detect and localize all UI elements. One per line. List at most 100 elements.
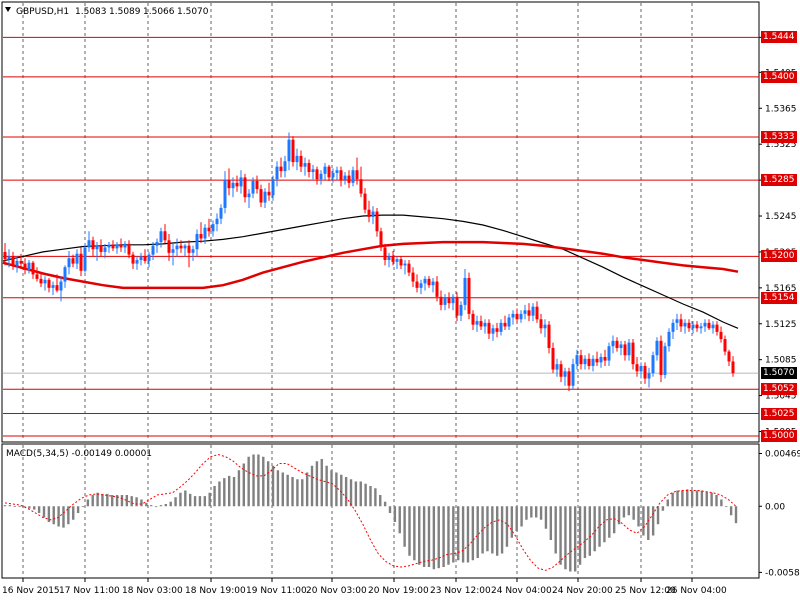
- candle-body: [323, 166, 327, 174]
- level-price-label: 1.5444: [761, 31, 797, 44]
- candle-bullish: [591, 355, 595, 372]
- candle-bearish: [187, 240, 191, 268]
- candle-bullish: [251, 177, 255, 199]
- candle-body: [647, 373, 651, 379]
- candle-bearish: [503, 315, 507, 331]
- candle-bearish: [235, 175, 239, 192]
- current-price-label: 1.5070: [761, 367, 797, 380]
- candle-body: [619, 344, 623, 349]
- candle-bearish: [695, 321, 699, 332]
- macd-histogram-bar: [671, 492, 674, 507]
- main-chart-title: GBPUSD,H1: [16, 7, 69, 17]
- candle-bullish: [83, 243, 87, 273]
- candle-body: [319, 173, 323, 180]
- candle-body: [255, 181, 259, 190]
- macd-histogram-bar: [159, 505, 163, 507]
- candle-body: [387, 256, 391, 261]
- candle-bullish: [155, 238, 159, 253]
- candle-body: [43, 279, 47, 284]
- candle-body: [539, 319, 543, 329]
- candle-bullish: [423, 276, 427, 291]
- macd-histogram-bar: [286, 474, 289, 507]
- candle-bullish: [531, 303, 535, 322]
- candle-bearish: [527, 303, 531, 322]
- candle-bearish: [659, 335, 663, 383]
- macd-histogram-bar: [432, 506, 436, 570]
- y-tick-label: 1.5085: [765, 356, 797, 366]
- candle-bullish: [699, 322, 703, 334]
- candle-body: [407, 263, 411, 273]
- candle-body: [343, 175, 347, 181]
- candle-body: [607, 346, 611, 361]
- y-tick-label: 1.5365: [765, 104, 797, 114]
- macd-histogram-bar: [588, 506, 591, 556]
- candle-bearish: [339, 166, 343, 187]
- candle-bullish: [691, 321, 695, 334]
- candle-body: [447, 297, 451, 304]
- candle-bearish: [631, 339, 635, 370]
- macd-histogram-bar: [349, 479, 353, 507]
- candle-bullish: [27, 260, 31, 274]
- candle-bullish: [683, 319, 687, 334]
- macd-histogram-bar: [369, 486, 372, 507]
- candle-bullish: [319, 170, 323, 185]
- candle-body: [235, 182, 239, 187]
- candle-body: [327, 166, 331, 178]
- macd-histogram-bar: [461, 506, 465, 563]
- candle-body: [207, 227, 211, 232]
- macd-histogram-bar: [115, 495, 119, 507]
- macd-histogram-bar: [661, 506, 665, 511]
- candle-body: [47, 279, 51, 288]
- macd-histogram-bar: [403, 506, 406, 547]
- macd-histogram-bar: [111, 495, 114, 507]
- macd-histogram-bar: [603, 506, 606, 543]
- level-price-label: 1.5285: [761, 174, 797, 187]
- candle-bearish: [179, 240, 183, 253]
- candle-bullish: [419, 279, 423, 295]
- candle-bullish: [607, 342, 611, 366]
- macd-histogram-bar: [335, 472, 338, 507]
- candle-bearish: [415, 274, 419, 293]
- macd-histogram-bar: [622, 506, 626, 518]
- macd-histogram-bar: [164, 504, 168, 507]
- candle-body: [683, 322, 687, 327]
- macd-histogram-bar: [564, 506, 567, 570]
- candle-body: [211, 224, 215, 232]
- level-price-label: 1.5052: [761, 383, 797, 396]
- macd-histogram-bar: [262, 456, 265, 507]
- candle-body: [71, 258, 75, 264]
- macd-histogram-bar: [179, 492, 182, 507]
- candle-body: [287, 139, 291, 162]
- candle-bullish: [75, 249, 79, 269]
- candle-bullish: [63, 265, 67, 288]
- candle-bullish: [431, 277, 435, 293]
- candle-body: [167, 240, 171, 253]
- candle-bearish: [411, 267, 415, 287]
- candle-body: [719, 331, 723, 340]
- candle-bullish: [159, 227, 163, 248]
- macd-histogram-bar: [106, 493, 109, 507]
- x-tick-label: 18 Nov 03:00: [122, 586, 183, 596]
- macd-histogram-bar: [232, 477, 236, 507]
- candle-bearish: [19, 253, 23, 269]
- macd-histogram-bar: [242, 463, 245, 507]
- macd-histogram-bar: [8, 505, 12, 507]
- candle-bullish: [663, 342, 667, 379]
- candle-bullish: [283, 155, 287, 178]
- chart-menu-triangle-icon[interactable]: [5, 7, 11, 12]
- candle-bearish: [719, 326, 723, 343]
- candle-body: [159, 231, 163, 243]
- macd-histogram-bar: [534, 506, 538, 518]
- level-price-label: 1.5200: [761, 250, 797, 263]
- macd-histogram-bar: [549, 506, 553, 540]
- candle-body: [691, 324, 695, 329]
- candle-body: [547, 324, 551, 349]
- candle-body: [339, 170, 343, 181]
- candle-body: [555, 364, 559, 370]
- candle-bullish: [183, 243, 187, 257]
- macd-histogram-bar: [413, 506, 416, 561]
- macd-histogram-bar: [140, 499, 143, 507]
- candle-bullish: [135, 256, 139, 270]
